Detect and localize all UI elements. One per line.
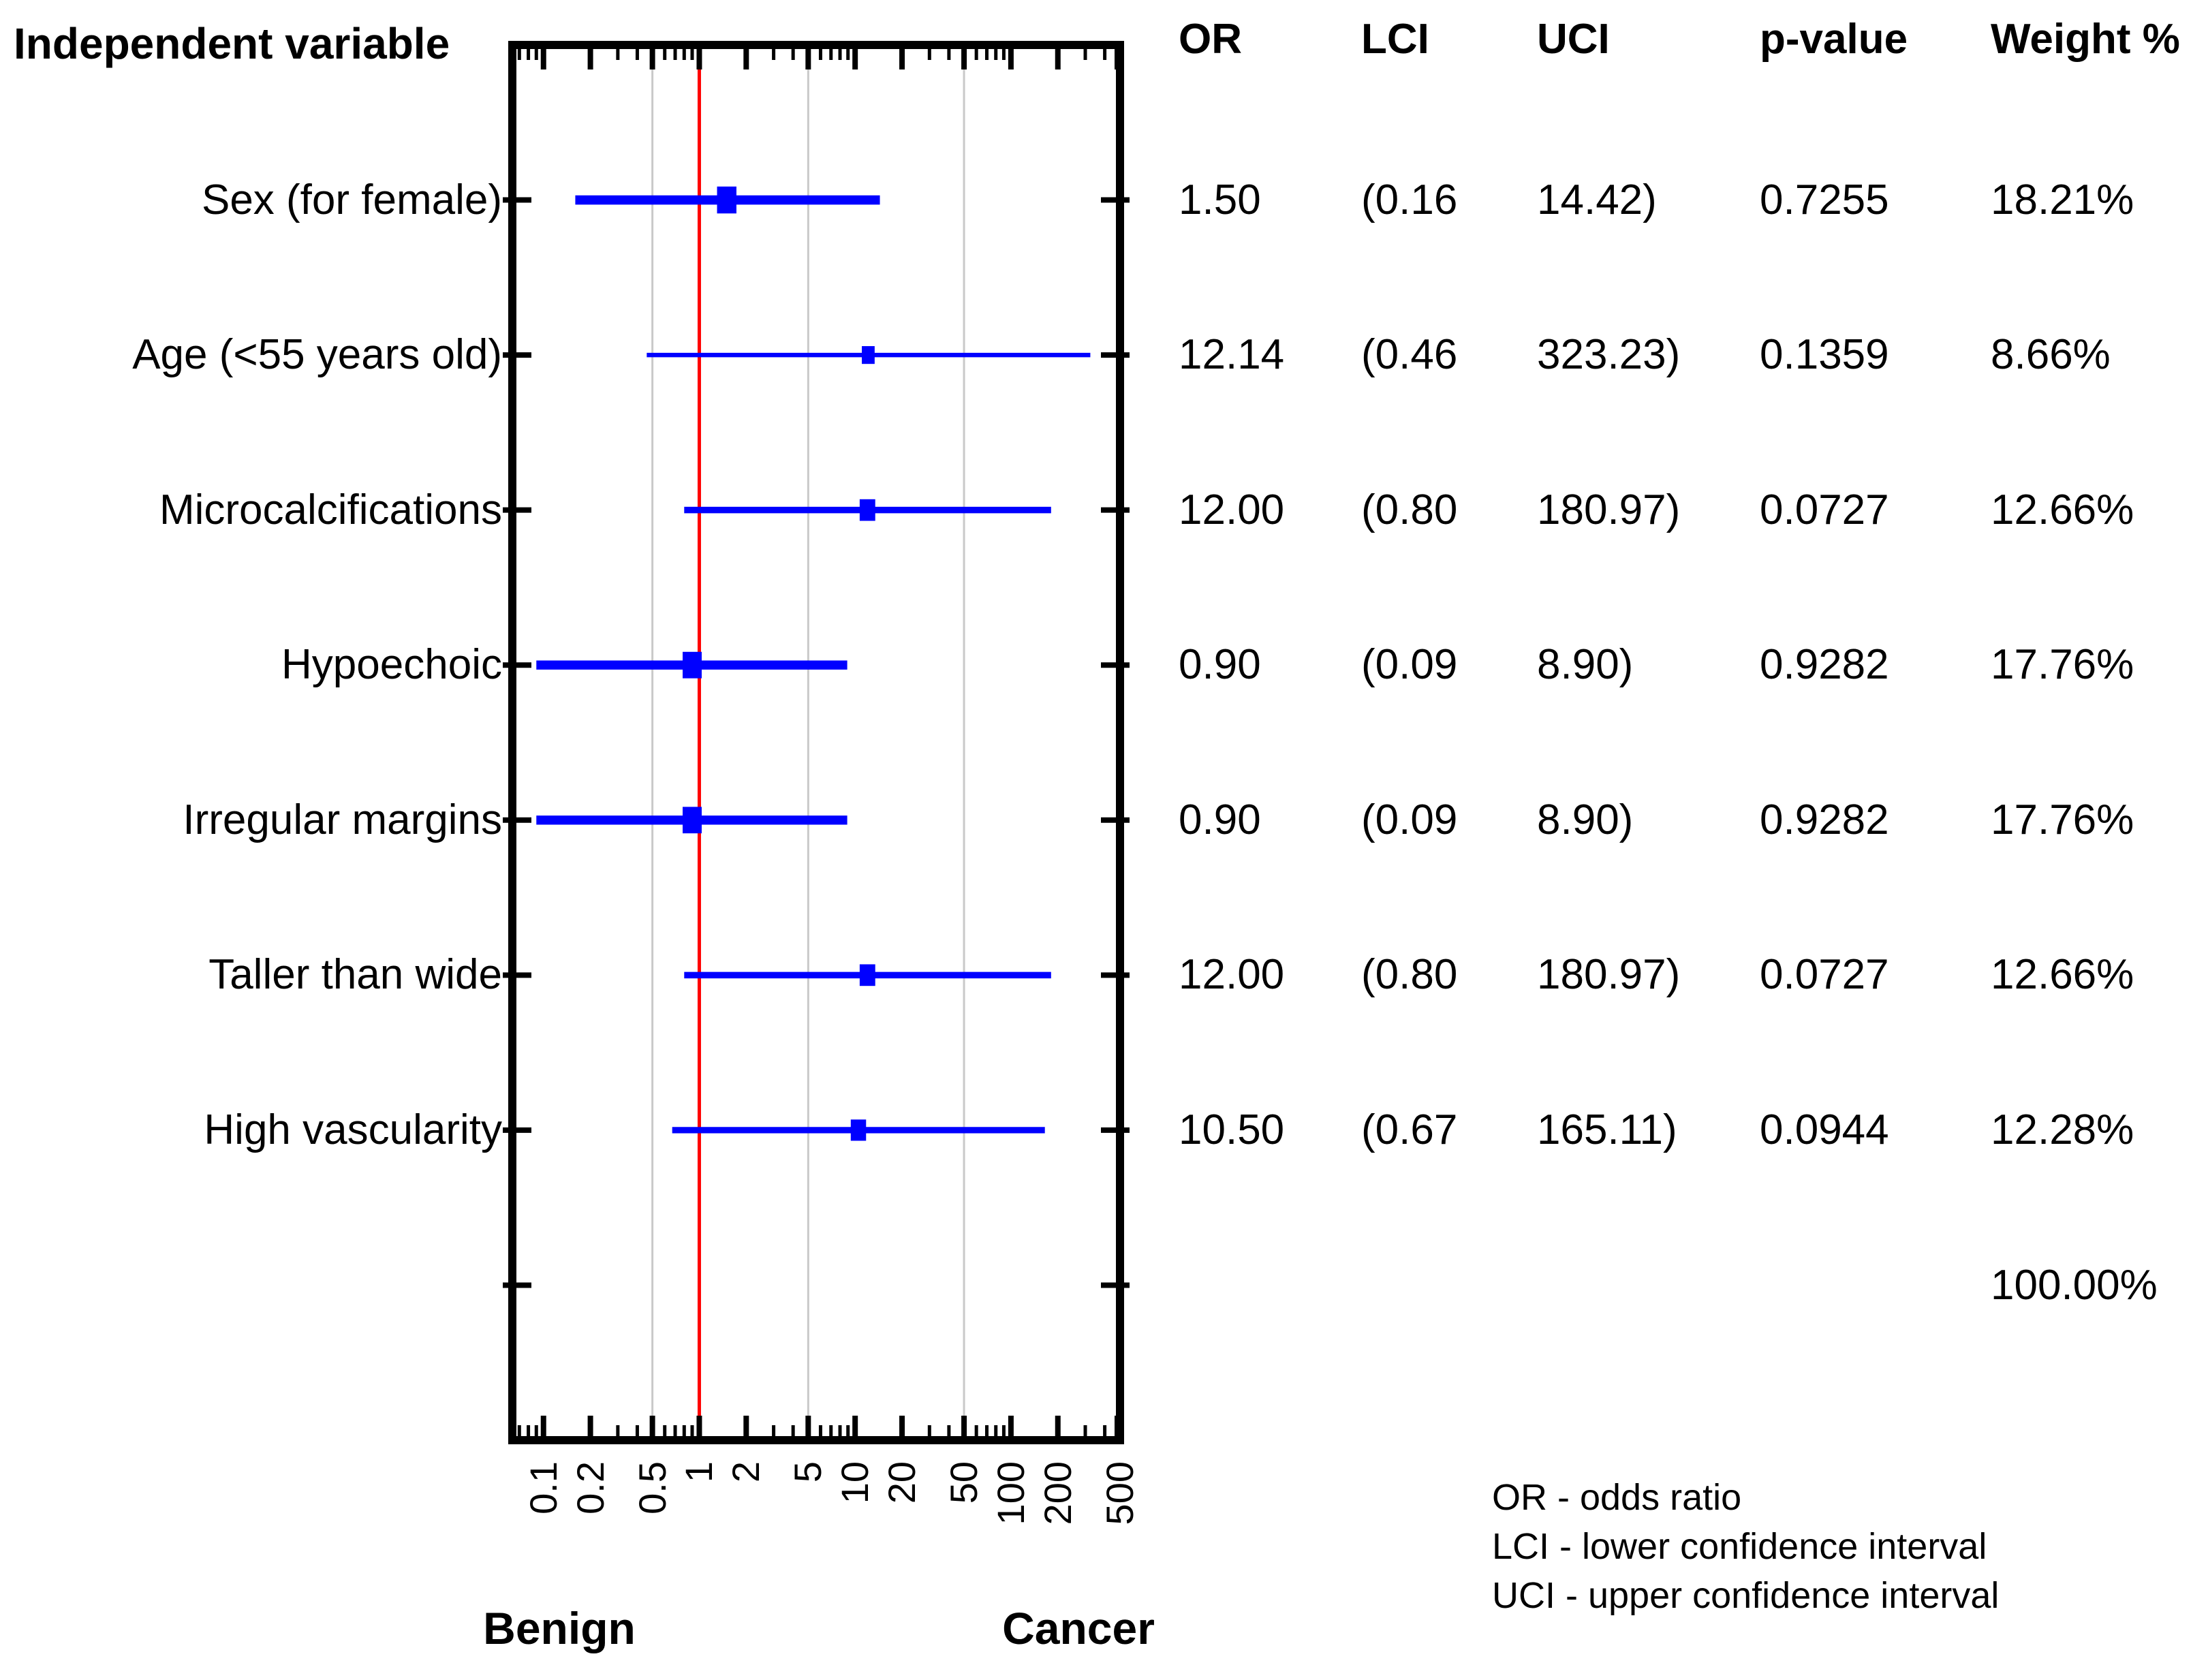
cell-or: 1.50 bbox=[1179, 176, 1261, 223]
or-marker bbox=[850, 1119, 867, 1141]
cell-weight: 8.66% bbox=[1991, 331, 2111, 379]
x-tick-label: 200 bbox=[1036, 1461, 1079, 1525]
x-tick-label: 1 bbox=[677, 1461, 721, 1483]
cell-uci: 8.90) bbox=[1537, 796, 1634, 843]
x-tick-label: 100 bbox=[989, 1461, 1032, 1525]
x-tick-label: 5 bbox=[786, 1461, 830, 1483]
or-marker bbox=[859, 499, 875, 521]
column-header-weight: Weight % bbox=[1991, 16, 2180, 63]
cell-uci: 180.97) bbox=[1537, 951, 1681, 999]
cell-lci: (0.46 bbox=[1361, 331, 1458, 379]
cell-lci: (0.16 bbox=[1361, 176, 1458, 223]
cell-p-value: 0.0727 bbox=[1760, 486, 1889, 533]
axis-label-benign: Benign bbox=[483, 1603, 636, 1653]
cell-uci: 323.23) bbox=[1537, 331, 1681, 379]
page-title: Independent variable bbox=[14, 19, 450, 68]
cell-weight: 12.66% bbox=[1991, 951, 2134, 999]
x-tick-label: 0.1 bbox=[521, 1461, 565, 1514]
or-marker bbox=[717, 186, 736, 214]
cell-lci: (0.67 bbox=[1361, 1106, 1458, 1153]
plot-frame bbox=[508, 41, 1124, 1444]
or-marker bbox=[683, 807, 702, 834]
column-header-uci: UCI bbox=[1537, 16, 1610, 63]
x-tick-label: 20 bbox=[880, 1461, 924, 1504]
or-marker bbox=[862, 346, 875, 364]
cell-lci: (0.09 bbox=[1361, 641, 1458, 689]
row-label: High vascularity bbox=[204, 1106, 502, 1153]
cell-p-value: 0.9282 bbox=[1760, 796, 1889, 843]
row-label: Age (<55 years old) bbox=[132, 331, 502, 379]
row-label: Microcalcifications bbox=[159, 486, 502, 533]
x-tick-label: 50 bbox=[942, 1461, 986, 1504]
row-label: Taller than wide bbox=[208, 951, 502, 999]
row-label: Irregular margins bbox=[183, 796, 502, 843]
cell-uci: 165.11) bbox=[1537, 1106, 1677, 1153]
cell-p-value: 0.7255 bbox=[1760, 176, 1889, 223]
cell-or: 0.90 bbox=[1179, 641, 1261, 689]
cell-weight: 12.28% bbox=[1991, 1106, 2134, 1153]
column-header-p-value: p-value bbox=[1760, 16, 1908, 63]
or-marker bbox=[683, 651, 702, 679]
x-tick-label: 2 bbox=[724, 1461, 768, 1483]
x-tick-label: 0.2 bbox=[568, 1461, 612, 1514]
cell-or: 12.00 bbox=[1179, 951, 1285, 999]
legend-line-lci: LCI - lower confidence interval bbox=[1492, 1526, 1987, 1567]
legend: OR - odds ratio LCI - lower confidence i… bbox=[1492, 1473, 1999, 1620]
total-weight-value: 100.00% bbox=[1991, 1262, 2158, 1309]
cell-or: 12.14 bbox=[1179, 331, 1285, 379]
x-tick-label: 500 bbox=[1098, 1461, 1141, 1525]
cell-uci: 8.90) bbox=[1537, 641, 1634, 689]
cell-lci: (0.09 bbox=[1361, 796, 1458, 843]
cell-p-value: 0.9282 bbox=[1760, 641, 1889, 689]
cell-p-value: 0.1359 bbox=[1760, 331, 1889, 379]
cell-lci: (0.80 bbox=[1361, 486, 1458, 533]
cell-uci: 180.97) bbox=[1537, 486, 1681, 533]
axis-label-cancer: Cancer bbox=[1002, 1603, 1155, 1653]
column-header-or: OR bbox=[1179, 16, 1242, 63]
cell-weight: 17.76% bbox=[1991, 641, 2134, 689]
cell-p-value: 0.0944 bbox=[1760, 1106, 1889, 1153]
legend-line-or: OR - odds ratio bbox=[1492, 1477, 1742, 1518]
cell-or: 10.50 bbox=[1179, 1106, 1285, 1153]
or-marker bbox=[859, 964, 875, 986]
row-label: Sex (for female) bbox=[201, 176, 502, 223]
cell-uci: 14.42) bbox=[1537, 176, 1657, 223]
cell-or: 0.90 bbox=[1179, 796, 1261, 843]
cell-weight: 17.76% bbox=[1991, 796, 2134, 843]
row-label: Hypoechoic bbox=[281, 641, 502, 689]
column-header-lci: LCI bbox=[1361, 16, 1429, 63]
cell-p-value: 0.0727 bbox=[1760, 951, 1889, 999]
x-tick-label: 10 bbox=[833, 1461, 877, 1504]
cell-lci: (0.80 bbox=[1361, 951, 1458, 999]
cell-weight: 18.21% bbox=[1991, 176, 2134, 223]
legend-line-uci: UCI - upper confidence interval bbox=[1492, 1575, 2000, 1616]
cell-weight: 12.66% bbox=[1991, 486, 2134, 533]
x-tick-label: 0.5 bbox=[630, 1461, 674, 1514]
cell-or: 12.00 bbox=[1179, 486, 1285, 533]
